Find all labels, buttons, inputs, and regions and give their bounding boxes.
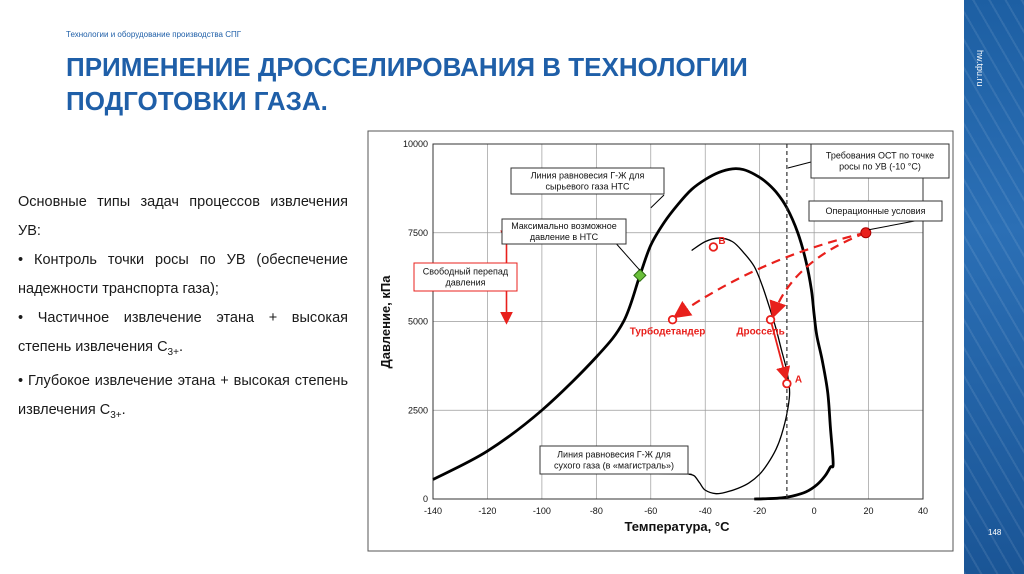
bullet-2-end: . xyxy=(178,339,183,355)
raw-gas-line-annotation-text: сырьевого газа НТС xyxy=(545,182,630,192)
raw-gas-line-annotation-text: Линия равновесия Г-Ж для xyxy=(531,171,645,181)
max-pressure-annotation-box xyxy=(501,218,627,245)
x-tick-label: -60 xyxy=(644,506,657,516)
x-tick-label: -20 xyxy=(753,506,766,516)
plot-area xyxy=(432,143,924,500)
right-sidebar xyxy=(964,0,1024,574)
turboexpander-label: Турбодетандер xyxy=(630,326,706,338)
y-tick-label: 0 xyxy=(423,494,428,504)
throttle-label: Дроссель xyxy=(736,327,784,338)
state-point xyxy=(667,315,678,325)
y-axis-label: Давление, кПа xyxy=(378,275,393,369)
bullet-3-sub: 3+ xyxy=(110,409,122,421)
leader-line xyxy=(650,194,665,209)
max-pressure-annotation-text: давление в НТС xyxy=(530,232,599,242)
title-line-1: ПРИМЕНЕНИЕ ДРОССЕЛИРОВАНИЯ В ТЕХНОЛОГИИ xyxy=(66,52,748,82)
y-tick-label: 10000 xyxy=(403,139,428,149)
state-point xyxy=(708,242,719,252)
bullet-2: • Частичное извлечение этана + высокая с… xyxy=(18,304,348,367)
sidebar-pattern xyxy=(964,0,1024,574)
y-tick-label: 5000 xyxy=(408,317,428,327)
x-tick-label: 0 xyxy=(812,506,817,516)
ost-requirement-annotation-text: Требования ОСТ по точке xyxy=(826,151,934,161)
leader-line xyxy=(787,161,812,169)
x-tick-label: -100 xyxy=(533,506,551,516)
raw-gas-line-annotation-box xyxy=(510,167,665,195)
y-tick-label: 7500 xyxy=(408,228,428,238)
page-title: ПРИМЕНЕНИЕ ДРОССЕЛИРОВАНИЯ В ТЕХНОЛОГИИ … xyxy=(66,50,826,118)
body-text: Основные типы задач процессов извлечения… xyxy=(18,188,348,430)
point-b-label: B xyxy=(718,236,725,247)
dry-gas-line-annotation-text: сухого газа (в «магистраль») xyxy=(554,461,674,471)
dry-gas-line-annotation-box xyxy=(539,445,689,475)
turboexpander-arrow xyxy=(672,231,867,319)
bullet-2-text: • Частичное извлечение этана + высокая с… xyxy=(18,310,348,355)
dry-gas-line-annotation-text: Линия равновесия Г-Ж для xyxy=(557,450,671,460)
point-a-label: A xyxy=(795,375,802,386)
x-tick-label: -40 xyxy=(699,506,712,516)
max-pressure-point xyxy=(633,268,647,283)
x-tick-label: -120 xyxy=(478,506,496,516)
x-tick-label: -140 xyxy=(424,506,442,516)
ost-requirement-annotation-box xyxy=(810,143,950,179)
header-subtitle: Технологии и оборудование производства С… xyxy=(66,30,242,39)
operating-annotation-text: Операционные условия xyxy=(826,206,926,216)
max-pressure-annotation-text: Максимально возможное xyxy=(511,221,617,231)
title-line-2: ПОДГОТОВКИ ГАЗА. xyxy=(66,86,328,116)
free-drop-annotation-text: давления xyxy=(446,278,486,288)
free-drop-annotation-text: Свободный перепад xyxy=(423,267,509,277)
state-point xyxy=(765,315,776,325)
operating-annotation-box xyxy=(808,200,943,222)
bullet-3-end: . xyxy=(121,401,126,418)
x-axis-label: Температура, °C xyxy=(625,519,731,534)
leader-line xyxy=(868,219,921,231)
throttle-to-a-arrow xyxy=(769,319,791,382)
page-number: 148 xyxy=(988,528,1002,537)
bullet-1: • Контроль точки росы по УВ (обеспечение… xyxy=(18,252,348,297)
bullet-3-text: • Глубокое извлечение этана + высокая ст… xyxy=(18,372,348,418)
free-drop-annotation-box xyxy=(413,262,518,292)
state-point xyxy=(782,378,792,389)
leader-line xyxy=(612,239,641,271)
operating-point xyxy=(860,227,872,239)
x-tick-label: 20 xyxy=(864,506,874,516)
bullet-2-sub: 3+ xyxy=(167,346,179,358)
body-line-1: Основные типы задач процессов извлечения… xyxy=(18,194,348,239)
y-tick-label: 2500 xyxy=(408,405,428,415)
x-tick-label: 40 xyxy=(918,506,928,516)
ost-requirement-annotation-text: росы по УВ (-10 °С) xyxy=(839,162,921,172)
throttle-arrow xyxy=(769,231,867,319)
bullet-3: • Глубокое извлечение этана + высокая ст… xyxy=(18,367,348,430)
x-tick-label: -80 xyxy=(590,506,603,516)
